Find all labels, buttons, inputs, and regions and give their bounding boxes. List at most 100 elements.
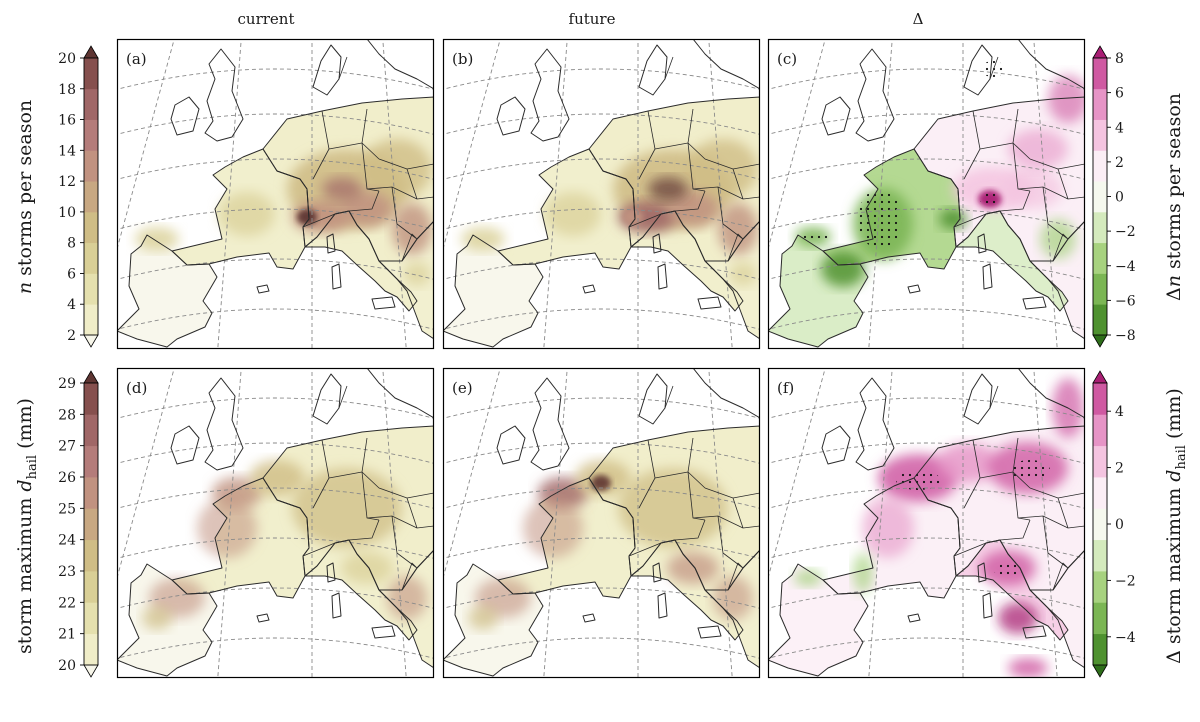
colorbar-tick-label: −8 [1115,328,1136,344]
colorbar-tick-label: 6 [1115,86,1124,102]
colorbar-segment [1093,58,1107,90]
colorbar-frame [83,382,99,666]
colorbar-segment [84,304,98,336]
colorbar-tick-label: 2 [1115,461,1124,477]
coastlines [443,39,760,348]
panel-letter: (e) [452,379,473,397]
colorbar-extend-min [1092,334,1108,348]
colorbar-segment [1093,273,1107,305]
colorbar-tick-label: −4 [1115,259,1136,275]
colorbar-segment [84,242,98,274]
colorbar-segment [84,477,98,509]
colorbar-tick-label: 0 [1115,517,1124,533]
colorbar-label-n-storms: n storms per season [14,100,36,294]
colorbar-extend-max [1092,45,1108,59]
colorbar-segment [1093,602,1107,635]
colorbar-segment [1093,211,1107,244]
field-shading [117,97,434,347]
map-panel-e: (e) [442,367,761,679]
colorbar-tick-label: 8 [67,236,76,252]
panel-letter: (d) [126,379,147,397]
colorbar-tick-label: 24 [58,533,76,549]
colorbar-label-delta-n-storms: Δn storms per season [1163,93,1185,301]
colorbar-segment [1093,571,1107,603]
colorbar-extend-max [83,370,99,384]
colorbar-tick-label: 23 [58,564,76,580]
colorbar-segment [84,119,98,151]
colorbar-tick-label: 10 [58,205,76,221]
column-title-future: future [569,10,616,28]
colorbar-max-hail: 20 21 22 23 24 25 26 27 28 29 [58,370,99,678]
colorbar-tick-label: 4 [1115,120,1124,136]
colorbar-segment [1093,445,1107,478]
map-panel-a: (a) [116,38,435,350]
colorbar-segment [1093,150,1107,182]
colorbar-segment [1093,242,1107,274]
colorbar-delta-max-hail: −4 −2 0 2 4 [1092,370,1136,678]
colorbar-segment [1093,304,1107,336]
colorbar-segment [84,414,98,447]
colorbar-segment [1093,477,1107,509]
coastlines [443,368,760,677]
colorbar-segment [84,58,98,90]
colorbar-label-max-hail: storm maximum dhail (mm) [14,398,40,654]
colorbar-segment [1093,88,1107,120]
colorbar-segment [1093,414,1107,447]
colorbar-tick-label: 21 [58,627,76,643]
colorbar-tick-label: 8 [1115,51,1124,67]
colorbar-tick-label: 18 [58,82,76,98]
graticule [443,39,760,349]
panel-frame [767,367,1086,679]
panel-letter: (b) [452,50,473,68]
colorbar-tick-label: 28 [58,407,76,423]
colorbar-tick-label: 14 [58,143,76,159]
colorbar-tick-label: 27 [58,439,76,455]
colorbar-tick-label: 2 [1115,155,1124,171]
colorbar-frame [83,57,99,336]
colorbar-segment [1093,119,1107,151]
colorbar-segment [84,211,98,244]
colorbar-segment [84,539,98,572]
colorbar-segment [1093,181,1107,213]
coastlines [768,39,1085,348]
colorbar-tick-label: 2 [67,328,76,344]
colorbar-tick-label: 0 [1115,190,1124,206]
colorbar-segment [84,150,98,182]
panel-letter: (c) [777,50,797,68]
panel-frame [442,367,761,679]
colorbar-segment [84,508,98,541]
colorbar-tick-label: 6 [67,266,76,282]
map-panel-c: (c) [767,38,1086,350]
field-shading [443,97,760,347]
map-panel-b: (b) [442,38,761,350]
colorbar-delta-n-storms: −8 −6 −4 −2 0 2 4 6 8 [1092,45,1136,348]
column-title-current: current [238,10,295,28]
colorbar-segment [1093,633,1107,666]
panel-frame [116,38,435,350]
colorbar-tick-label: −2 [1115,224,1136,240]
colorbar-segment [84,181,98,213]
colorbar-tick-label: 22 [58,595,76,611]
colorbar-segment [84,602,98,635]
panel-letter: (a) [126,50,147,68]
colorbar-extend-min [83,664,99,678]
colorbar-tick-label: 20 [58,51,76,67]
colorbar-segment [84,571,98,603]
colorbar-segment [84,383,98,415]
colorbar-segment [84,445,98,478]
colorbar-tick-label: 25 [58,501,76,517]
map-panel-f: (f) [767,367,1086,679]
colorbar-tick-label: 20 [58,658,76,674]
colorbar-n-storms: 2 4 6 8 10 12 14 16 18 20 [58,45,99,348]
panel-letter: (f) [777,379,794,397]
map-panel-d: (d) [116,367,435,679]
colorbar-tick-label: −4 [1115,630,1136,646]
coastlines [768,368,1085,677]
column-title-delta: Δ [913,10,924,28]
graticule [768,39,1085,349]
colorbar-tick-label: 12 [58,174,76,190]
colorbar-extend-max [83,45,99,59]
colorbar-label-delta-max-hail: Δ storm maximum dhail (mm) [1163,388,1189,664]
significance-stippling [896,460,1050,578]
